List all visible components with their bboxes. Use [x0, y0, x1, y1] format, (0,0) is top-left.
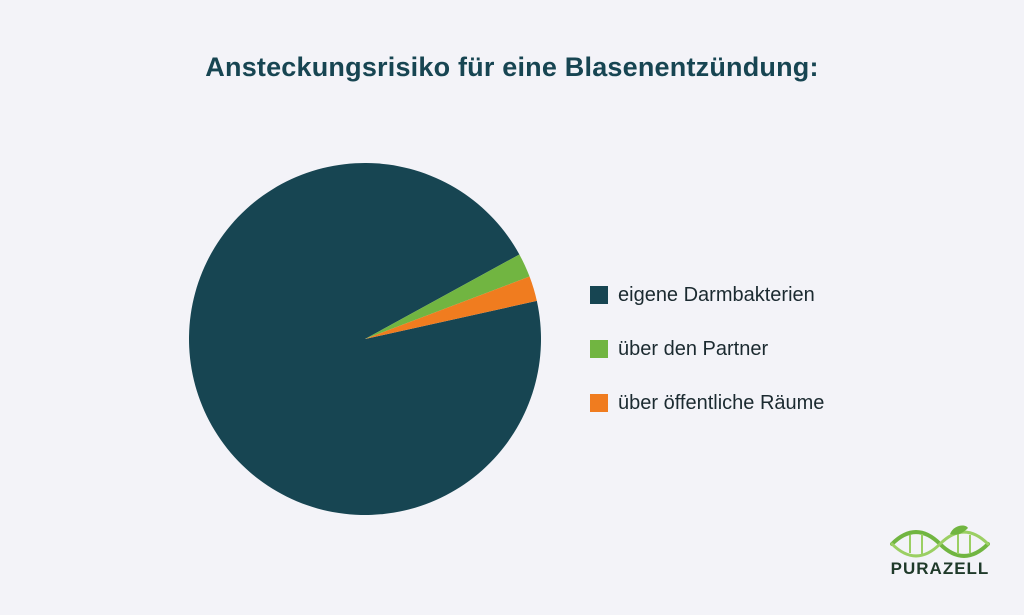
- pie-slice-uber-offentliche-raume: [365, 276, 537, 339]
- pie-slice-uber-den-partner: [365, 254, 530, 339]
- pie-chart: [189, 163, 542, 516]
- legend-swatch: [590, 340, 608, 358]
- legend-label: über den Partner: [618, 337, 769, 360]
- dna-leaf-icon: [890, 525, 990, 558]
- legend-item-darmbakterien: eigene Darmbakterien: [590, 268, 824, 322]
- brand-name: PURAZELL: [890, 559, 990, 578]
- legend: eigene Darmbakterien über den Partner üb…: [590, 268, 824, 430]
- legend-item-partner: über den Partner: [590, 322, 824, 376]
- brand-logo: PURAZELL: [890, 522, 1000, 582]
- chart-title: Ansteckungsrisiko für eine Blasenentzünd…: [205, 52, 819, 82]
- legend-swatch: [590, 394, 608, 412]
- legend-item-oeffentliche-raeume: über öffentliche Räume: [590, 376, 824, 430]
- legend-label: eigene Darmbakterien: [618, 283, 815, 306]
- legend-swatch: [590, 286, 608, 304]
- legend-label: über öffentliche Räume: [618, 391, 825, 414]
- pie-slice-eigene-darmbakterien: [189, 163, 542, 516]
